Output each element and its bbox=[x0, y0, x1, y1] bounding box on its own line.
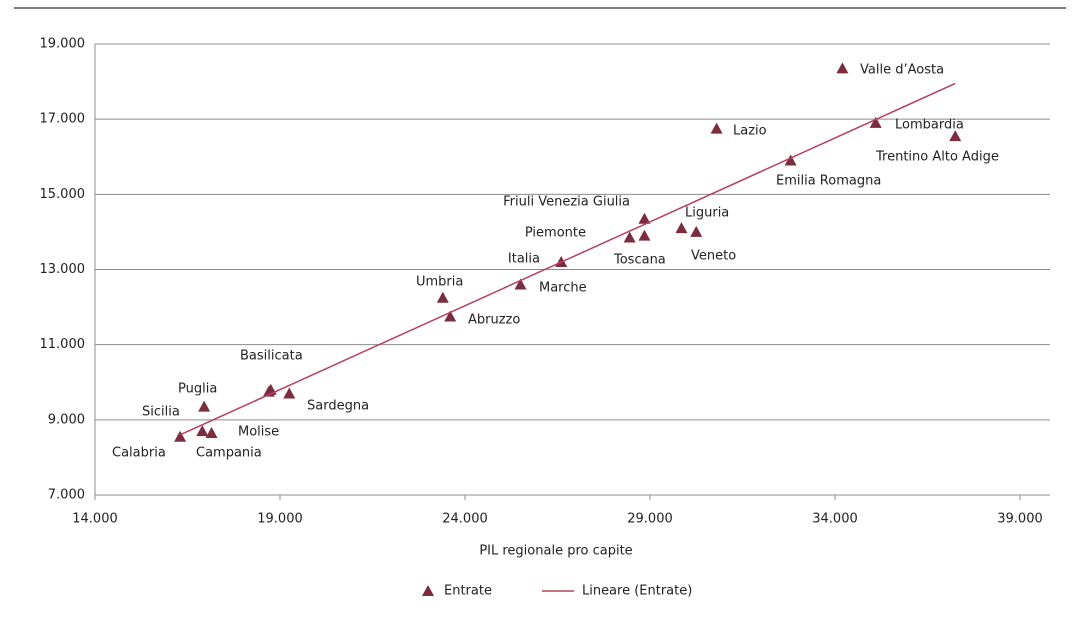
point bbox=[205, 426, 218, 438]
point-label: Italia bbox=[508, 252, 540, 267]
legend-label: Lineare (Entrate) bbox=[582, 584, 692, 599]
point bbox=[710, 122, 723, 134]
x-axis-label: PIL regionale pro capite bbox=[479, 544, 632, 559]
point-label: Friuli Venezia Giulia bbox=[503, 195, 630, 210]
point bbox=[514, 278, 527, 290]
point bbox=[638, 212, 651, 224]
point-label: Trentino Alto Adige bbox=[875, 150, 999, 165]
y-tick-label: 13.000 bbox=[40, 262, 86, 277]
y-tick-label: 11.000 bbox=[40, 337, 86, 352]
point bbox=[174, 430, 187, 442]
point bbox=[784, 154, 797, 166]
point-label: Piemonte bbox=[525, 226, 586, 241]
y-tick-label: 15.000 bbox=[40, 187, 86, 202]
x-tick-label: 24.000 bbox=[442, 512, 488, 527]
point-label: Sicilia bbox=[142, 405, 180, 420]
point-label: Marche bbox=[539, 281, 587, 296]
point-label: Campania bbox=[196, 446, 262, 461]
point-label: Lombardia bbox=[895, 118, 964, 133]
point bbox=[675, 222, 688, 234]
point-label: Molise bbox=[238, 425, 279, 440]
x-tick-label: 34.000 bbox=[812, 512, 858, 527]
x-tick-label: 29.000 bbox=[627, 512, 673, 527]
point-label: Veneto bbox=[691, 249, 736, 264]
point bbox=[638, 229, 651, 241]
x-tick-label: 14.000 bbox=[72, 512, 118, 527]
trend-line bbox=[179, 82, 956, 436]
point-label: Sardegna bbox=[307, 399, 369, 414]
point bbox=[949, 130, 962, 142]
point-label: Abruzzo bbox=[468, 313, 520, 328]
point bbox=[436, 291, 449, 303]
point bbox=[283, 387, 296, 399]
point bbox=[836, 62, 849, 74]
y-tick-label: 7.000 bbox=[48, 488, 85, 503]
x-tick-label: 39.000 bbox=[997, 512, 1043, 527]
point-label: Basilicata bbox=[240, 349, 303, 364]
point-label: Umbria bbox=[416, 275, 463, 290]
point bbox=[869, 116, 882, 128]
legend-swatch bbox=[422, 585, 434, 596]
y-tick-label: 19.000 bbox=[40, 37, 86, 52]
point-label: Valle d’Aosta bbox=[860, 63, 944, 78]
point bbox=[690, 225, 703, 237]
y-tick-label: 9.000 bbox=[48, 412, 85, 427]
legend-label: Entrate bbox=[444, 584, 492, 599]
point bbox=[444, 310, 457, 322]
point-label: Calabria bbox=[112, 446, 166, 461]
x-tick-label: 19.000 bbox=[257, 512, 303, 527]
point-label: Emilia Romagna bbox=[776, 174, 881, 189]
y-tick-label: 17.000 bbox=[40, 112, 86, 127]
point-label: Toscana bbox=[613, 253, 666, 268]
point-label: Liguria bbox=[685, 206, 729, 221]
point bbox=[198, 400, 211, 412]
point-label: Puglia bbox=[178, 382, 217, 397]
point-label: Lazio bbox=[733, 124, 767, 139]
point bbox=[196, 425, 209, 437]
point bbox=[623, 231, 636, 243]
